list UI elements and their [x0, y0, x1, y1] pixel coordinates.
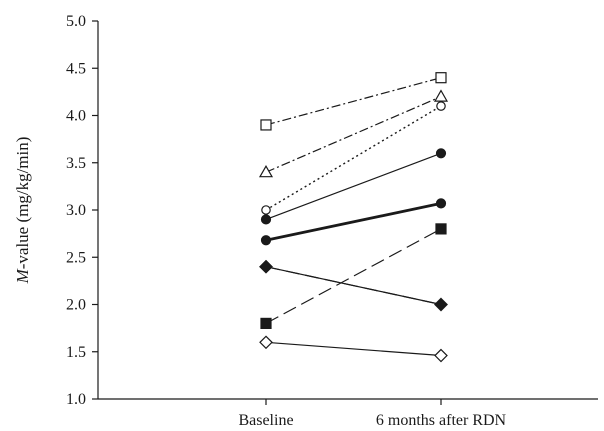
y-tick-label: 3.0	[66, 202, 86, 219]
y-tick-label: 1.0	[66, 391, 86, 408]
x-tick-label: 6 months after RDN	[376, 412, 507, 429]
filled-circle-marker	[435, 198, 447, 209]
y-tick-label: 2.5	[66, 249, 86, 266]
open-diamond-marker	[434, 348, 448, 363]
series-line-4	[265, 152, 442, 221]
open-triangle-marker	[258, 164, 274, 178]
y-tick-label: 4.5	[66, 60, 86, 77]
open-circle-marker	[436, 101, 446, 111]
open-circle-marker	[261, 205, 271, 215]
series-line-5	[265, 202, 442, 242]
filled-square-marker	[260, 317, 272, 329]
filled-circle-marker	[260, 214, 272, 225]
series-line-9	[265, 341, 442, 357]
series-lines	[265, 77, 442, 357]
x-ticks: Baseline 6 months after RDN	[238, 399, 507, 429]
y-tick-label: 1.5	[66, 344, 86, 361]
y-ticks: 1.0 1.5 2.0 2.5 3.0 3.5 4.0 4.5 5.0	[66, 13, 98, 408]
series-line-1	[265, 77, 442, 126]
x-tick-label: Baseline	[238, 412, 293, 429]
y-tick-label: 5.0	[66, 13, 86, 30]
filled-circle-marker	[260, 235, 272, 246]
y-tick-label: 4.0	[66, 108, 86, 125]
y-axis-title-italic: M	[13, 268, 32, 284]
filled-diamond-marker	[434, 297, 448, 312]
y-axis-title-rest: -value (mg/kg/min)	[13, 137, 32, 270]
y-tick-label: 2.0	[66, 297, 86, 314]
y-axis-title: M-value (mg/kg/min)	[13, 137, 32, 285]
series-line-8	[265, 228, 442, 324]
open-triangle-marker	[433, 89, 449, 102]
series-line-3	[265, 105, 442, 211]
axes	[97, 21, 598, 400]
filled-circle-marker	[435, 148, 447, 159]
series-line-2	[265, 96, 442, 173]
series-markers	[258, 72, 449, 363]
open-square-marker	[260, 119, 272, 131]
filled-square-marker	[435, 223, 447, 235]
open-diamond-marker	[259, 335, 273, 350]
series-line-7	[265, 266, 442, 306]
filled-diamond-marker	[259, 259, 273, 274]
open-square-marker	[435, 72, 447, 84]
y-tick-label: 3.5	[66, 155, 86, 172]
